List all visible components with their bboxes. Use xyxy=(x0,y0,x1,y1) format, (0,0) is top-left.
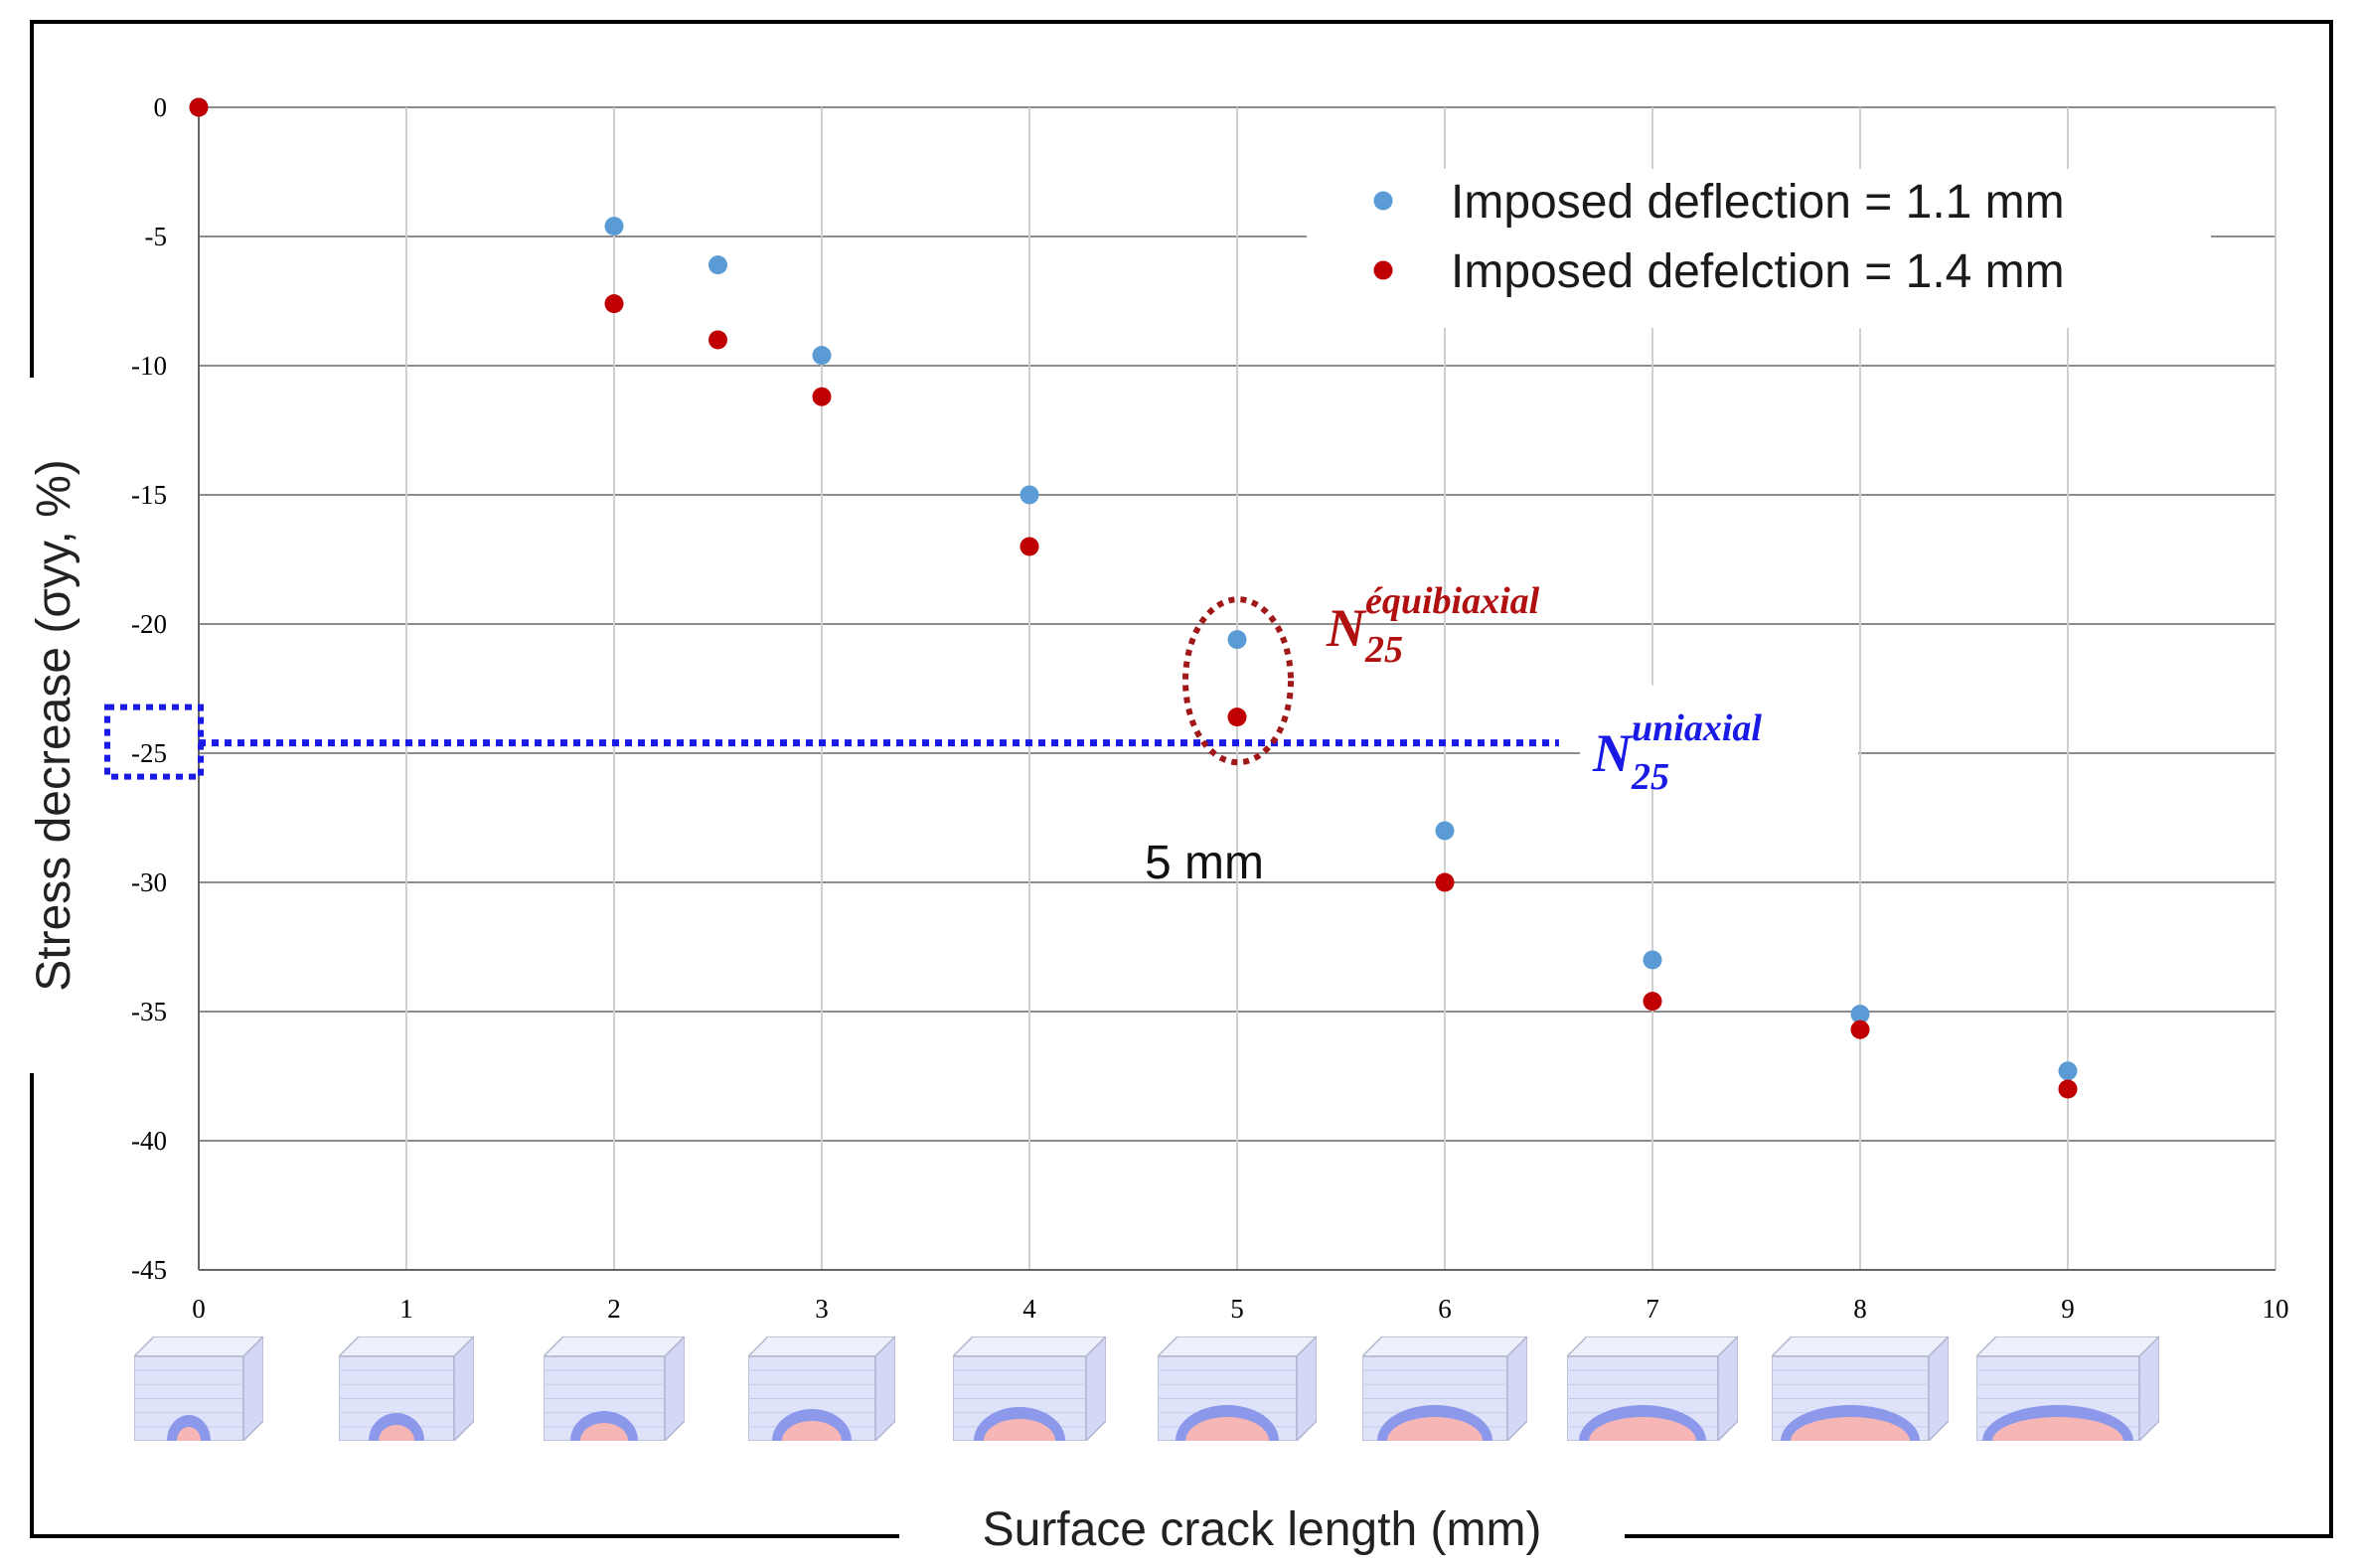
thumb-crack-zone xyxy=(782,1421,842,1441)
legend-marker-2 xyxy=(1373,260,1393,280)
axis-titles: Surface crack length (mm) Stress decrease… xyxy=(18,378,1625,1568)
legend: Imposed deflection = 1.1 mm Imposed defel… xyxy=(1307,169,2211,328)
thumb-crack-zone xyxy=(580,1423,628,1441)
crack-thumbnail xyxy=(1772,1336,1949,1441)
thumb-top-face xyxy=(544,1336,685,1357)
reference-line-group xyxy=(104,704,1559,780)
y-tick-label: -35 xyxy=(131,997,167,1026)
legend-label-1: Imposed deflection = 1.1 mm xyxy=(1451,176,2065,229)
crack-thumbnail xyxy=(748,1336,895,1441)
x-tick-labels: 0 1 2 3 4 5 6 7 8 9 10 xyxy=(192,1294,2288,1324)
thumb-top-face xyxy=(1362,1336,1527,1357)
thumb-top-face xyxy=(748,1336,895,1357)
x-tick-label: 1 xyxy=(399,1294,413,1324)
crack-thumbnail xyxy=(134,1336,263,1441)
x-title-gap xyxy=(899,1508,1625,1568)
crack-thumbnail xyxy=(1567,1336,1738,1441)
point-series-2 xyxy=(1227,707,1247,727)
y-tick-label: -40 xyxy=(131,1126,167,1156)
thumb-crack-zone xyxy=(1185,1417,1269,1441)
crack-thumbnail xyxy=(544,1336,685,1441)
point-series-2 xyxy=(1020,537,1039,556)
thumb-top-face xyxy=(1567,1336,1738,1357)
x-tick-label: 9 xyxy=(2061,1294,2075,1324)
uniaxial-label-base: N xyxy=(1592,723,1634,783)
y-axis-title: Stress decrease (σyy, %) xyxy=(28,459,80,992)
point-series-2 xyxy=(708,330,727,350)
x-tick-label: 10 xyxy=(2263,1294,2289,1324)
y-tick-label: -45 xyxy=(131,1255,167,1285)
uniaxial-label-sub: 25 xyxy=(1631,756,1669,798)
legend-background xyxy=(1307,169,2211,328)
crack-thumbnail xyxy=(1158,1336,1317,1441)
crack-thumbnail xyxy=(1362,1336,1527,1441)
point-series-2 xyxy=(189,97,209,117)
crack-thumbnail xyxy=(1976,1336,2159,1441)
y-tick-label: -20 xyxy=(131,609,167,639)
thumb-top-face xyxy=(134,1336,263,1357)
equibiaxial-label-sub: 25 xyxy=(1364,629,1403,671)
crack-length-annotation: 5 mm xyxy=(1145,837,1264,889)
point-series-2 xyxy=(812,387,832,406)
thumb-top-face xyxy=(339,1336,474,1357)
y-title-gap xyxy=(18,378,58,1073)
point-series-1 xyxy=(604,217,624,236)
thumb-crack-zone xyxy=(1589,1417,1696,1441)
point-series-1 xyxy=(1020,485,1039,505)
point-series-2 xyxy=(1643,992,1662,1012)
thumb-top-face xyxy=(1158,1336,1317,1357)
point-series-2 xyxy=(604,294,624,314)
crack-thumbnail xyxy=(339,1336,474,1441)
point-series-1 xyxy=(708,255,727,275)
thumb-top-face xyxy=(953,1336,1106,1357)
data-points xyxy=(189,97,2078,1099)
y-tick-label: 0 xyxy=(154,92,168,122)
point-series-1 xyxy=(1435,821,1455,841)
point-series-1 xyxy=(1227,630,1247,650)
uniaxial-label-background xyxy=(1580,685,1858,785)
equibiaxial-label-base: N xyxy=(1326,598,1367,658)
point-series-2 xyxy=(1850,1019,1870,1039)
point-series-1 xyxy=(1643,950,1662,970)
point-series-1 xyxy=(1850,1005,1870,1024)
equibiaxial-highlight-ellipse xyxy=(1182,596,1294,766)
y-tick-labels: 0 -5 -10 -15 -20 -25 -30 -35 -40 -45 xyxy=(131,92,167,1285)
thumb-crack-zone xyxy=(1387,1417,1483,1441)
uniaxial-label-sup: uniaxial xyxy=(1632,707,1762,749)
x-tick-label: 2 xyxy=(607,1294,621,1324)
y-tick-label: -25 xyxy=(131,738,167,768)
x-tick-label: 3 xyxy=(815,1294,829,1324)
thumb-crack-zone xyxy=(984,1419,1055,1441)
x-tick-label: 5 xyxy=(1230,1294,1244,1324)
x-tick-label: 0 xyxy=(192,1294,206,1324)
x-tick-label: 7 xyxy=(1646,1294,1659,1324)
reference-value-highlight-box xyxy=(104,704,204,780)
y-tick-label: -30 xyxy=(131,867,167,897)
thumb-crack-zone xyxy=(177,1427,201,1441)
point-series-1 xyxy=(812,346,832,366)
equibiaxial-label-sup: équibiaxial xyxy=(1365,580,1540,622)
thumb-crack-zone xyxy=(1791,1417,1910,1441)
thumb-top-face xyxy=(1772,1336,1949,1357)
legend-marker-1 xyxy=(1373,191,1393,211)
y-tick-label: -15 xyxy=(131,480,167,510)
x-tick-label: 6 xyxy=(1438,1294,1452,1324)
x-tick-label: 8 xyxy=(1853,1294,1867,1324)
x-tick-label: 4 xyxy=(1022,1294,1036,1324)
y-tick-label: -5 xyxy=(145,222,168,251)
y-tick-label: -10 xyxy=(131,351,167,381)
point-series-1 xyxy=(2058,1061,2078,1081)
thumb-top-face xyxy=(1976,1336,2159,1357)
point-series-2 xyxy=(1435,872,1455,892)
thumb-crack-zone xyxy=(1992,1417,2123,1441)
x-axis-title: Surface crack length (mm) xyxy=(983,1503,1542,1556)
thumb-crack-zone xyxy=(379,1425,414,1441)
crack-thumbnail xyxy=(953,1336,1106,1441)
legend-label-2: Imposed defelction = 1.4 mm xyxy=(1451,245,2065,298)
point-series-2 xyxy=(2058,1079,2078,1099)
